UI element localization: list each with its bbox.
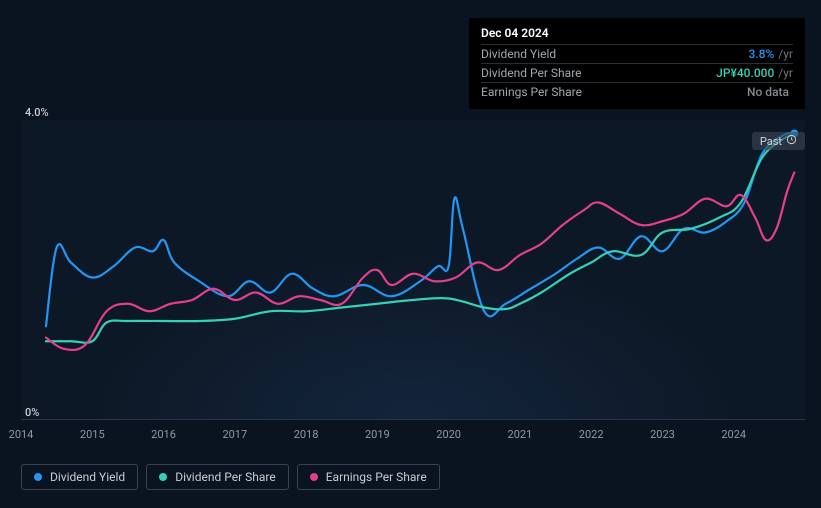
x-tick-label: 2015 bbox=[80, 428, 105, 441]
past-badge-label: Past bbox=[760, 135, 782, 148]
tooltip-date: Dec 04 2024 bbox=[481, 26, 793, 44]
x-tick-label: 2019 bbox=[365, 428, 390, 441]
chart-tooltip: Dec 04 2024 Dividend Yield 3.8%/yr Divid… bbox=[469, 18, 805, 109]
tooltip-label: Dividend Per Share bbox=[481, 66, 582, 80]
x-tick-label: 2023 bbox=[650, 428, 675, 441]
tooltip-row: Earnings Per Share No data bbox=[481, 82, 793, 101]
legend-dot bbox=[34, 473, 42, 481]
legend-label: Dividend Per Share bbox=[175, 470, 276, 484]
tooltip-label: Earnings Per Share bbox=[481, 85, 582, 99]
x-tick-label: 2020 bbox=[436, 428, 461, 441]
legend-label: Earnings Per Share bbox=[326, 470, 427, 484]
legend-item-earnings-per-share[interactable]: Earnings Per Share bbox=[297, 464, 440, 490]
x-tick-label: 2016 bbox=[151, 428, 176, 441]
legend-item-dividend-yield[interactable]: Dividend Yield bbox=[21, 464, 138, 490]
x-tick-label: 2024 bbox=[721, 428, 746, 441]
x-tick-label: 2021 bbox=[508, 428, 533, 441]
clock-icon bbox=[786, 134, 797, 148]
tooltip-row: Dividend Yield 3.8%/yr bbox=[481, 44, 793, 63]
x-tick-label: 2018 bbox=[294, 428, 319, 441]
chart-container: 4.0% 0% bbox=[21, 110, 805, 440]
tooltip-label: Dividend Yield bbox=[481, 47, 556, 61]
plot-area[interactable] bbox=[21, 120, 805, 420]
x-axis: 2014201520162017201820192020202120222023… bbox=[21, 428, 805, 448]
tooltip-value: No data bbox=[747, 85, 793, 99]
tooltip-row: Dividend Per Share JP¥40.000/yr bbox=[481, 63, 793, 82]
tooltip-value: JP¥40.000/yr bbox=[716, 66, 793, 80]
x-tick-label: 2017 bbox=[222, 428, 247, 441]
x-tick-label: 2014 bbox=[9, 428, 34, 441]
series-line bbox=[46, 135, 794, 343]
legend-dot bbox=[159, 473, 167, 481]
y-axis-min-label: 0% bbox=[25, 406, 39, 419]
tooltip-value: 3.8%/yr bbox=[748, 47, 793, 61]
chart-svg bbox=[21, 120, 805, 420]
series-line bbox=[46, 173, 794, 350]
y-axis-max-label: 4.0% bbox=[25, 106, 49, 119]
legend-item-dividend-per-share[interactable]: Dividend Per Share bbox=[146, 464, 289, 490]
legend-dot bbox=[310, 473, 318, 481]
legend-label: Dividend Yield bbox=[50, 470, 125, 484]
x-tick-label: 2022 bbox=[579, 428, 604, 441]
past-badge: Past bbox=[752, 132, 805, 150]
legend: Dividend Yield Dividend Per Share Earnin… bbox=[21, 464, 440, 490]
